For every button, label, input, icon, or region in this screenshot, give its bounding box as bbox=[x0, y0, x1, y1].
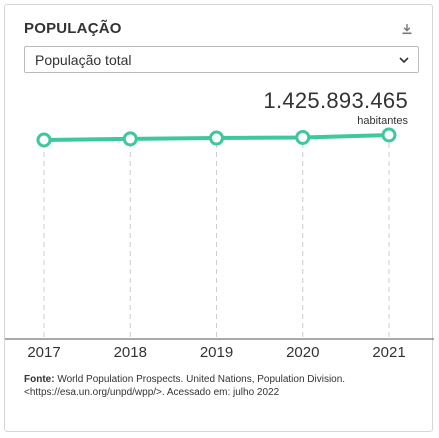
source-text: World Population Prospects. United Natio… bbox=[24, 374, 346, 398]
indicator-select[interactable]: População total bbox=[24, 46, 419, 73]
download-icon[interactable] bbox=[400, 22, 414, 36]
x-tick-label-2018: 2018 bbox=[114, 344, 147, 361]
x-tick-label-2020: 2020 bbox=[286, 344, 319, 361]
data-point-2019 bbox=[209, 130, 224, 146]
source-label: Fonte: bbox=[24, 374, 55, 385]
data-point-2017 bbox=[36, 132, 52, 148]
population-line-chart: 2017 2018 2019 2020 2021 bbox=[5, 127, 434, 361]
select-value: População total bbox=[35, 52, 132, 68]
x-tick-label-2017: 2017 bbox=[27, 344, 60, 361]
population-value: 1.425.893.465 bbox=[263, 88, 408, 113]
data-point-2018 bbox=[122, 131, 138, 147]
population-card: POPULAÇÃO População total 1.425.893.465 … bbox=[4, 4, 434, 432]
widget-title: POPULAÇÃO bbox=[24, 20, 122, 37]
x-tick-label-2021: 2021 bbox=[372, 344, 405, 361]
source-note: Fonte: World Population Prospects. Unite… bbox=[24, 373, 424, 399]
chevron-down-icon bbox=[399, 57, 409, 64]
population-unit: habitantes bbox=[357, 115, 408, 127]
data-point-2021 bbox=[381, 127, 397, 143]
x-tick-label-2019: 2019 bbox=[200, 344, 233, 361]
data-point-2020 bbox=[295, 129, 311, 145]
